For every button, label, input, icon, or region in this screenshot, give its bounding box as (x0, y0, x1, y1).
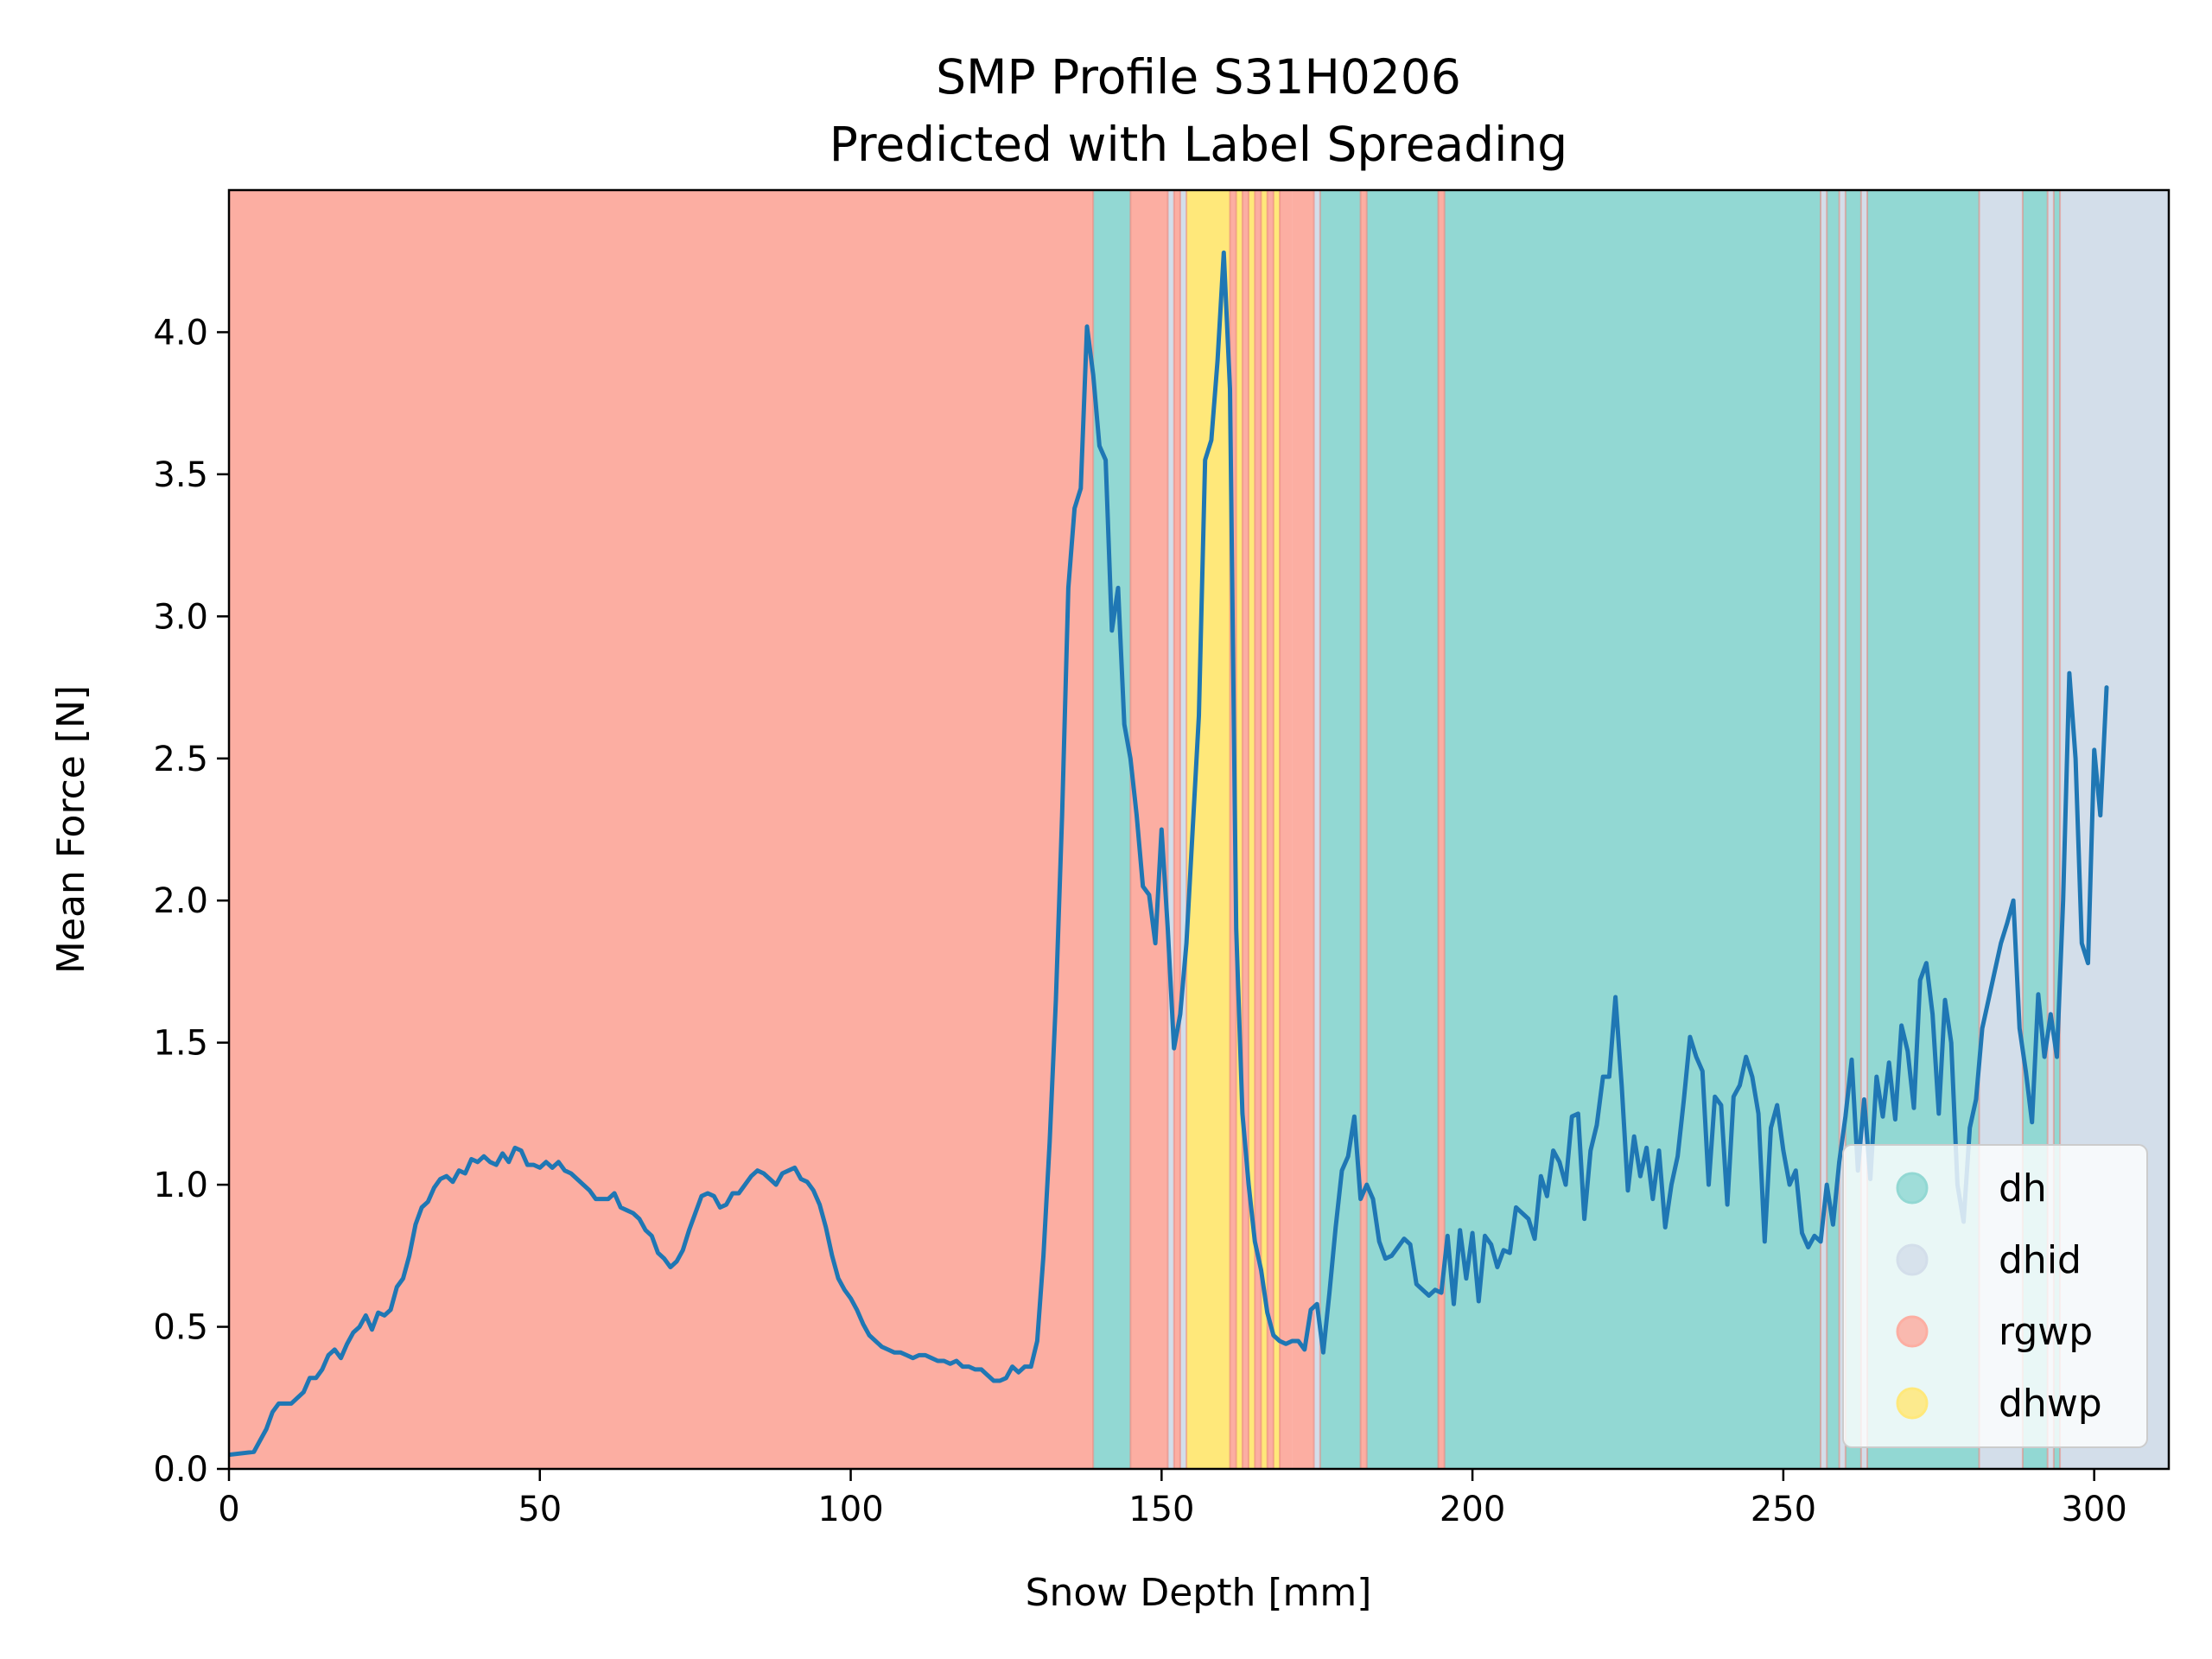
class-bands (229, 190, 2169, 1469)
band-rgwp (229, 190, 1094, 1469)
legend-marker-dh (1896, 1172, 1929, 1205)
band-dh (1366, 190, 1439, 1469)
band-rgwp (1173, 190, 1180, 1469)
band-dh (1093, 190, 1131, 1469)
band-rgwp (1255, 190, 1262, 1469)
band-rgwp (1267, 190, 1274, 1469)
band-dh (2053, 190, 2061, 1469)
band-dh (1827, 190, 1840, 1469)
band-dhid (1167, 190, 1174, 1469)
legend-label-dh: dh (1999, 1166, 2047, 1211)
y-tick-label: 4.0 (153, 313, 208, 353)
band-dhwp (1236, 190, 1243, 1469)
x-tick-label: 200 (1440, 1490, 1505, 1529)
y-tick-label: 2.5 (153, 740, 208, 779)
band-dhid (1860, 190, 1868, 1469)
band-dhid (1821, 190, 1827, 1469)
legend-label-dhwp: dhwp (1999, 1382, 2102, 1426)
y-tick-label: 3.5 (153, 455, 208, 495)
plot-frame (227, 188, 2171, 1471)
y-tick-label: 3.0 (153, 597, 208, 637)
chart-subtitle: Predicted with Label Spreading (830, 117, 1567, 172)
force-line (229, 250, 2109, 1458)
legend-marker-dhid (1896, 1243, 1929, 1276)
y-tick-label: 1.0 (153, 1166, 208, 1205)
y-tick-label: 2.0 (153, 881, 208, 921)
legend-marker-dhwp (1896, 1387, 1929, 1420)
band-dhwp (1249, 190, 1255, 1469)
y-tick-label: 1.5 (153, 1024, 208, 1064)
legend-label-dhid: dhid (1999, 1238, 2082, 1282)
x-tick-label: 150 (1128, 1490, 1194, 1529)
band-rgwp (1438, 190, 1445, 1469)
y-axis-ticks: 0.0 0.5 1.0 1.5 2.0 2.5 3.0 3.5 4.0 (153, 313, 229, 1490)
legend-box (1842, 1144, 2148, 1448)
band-dhid (1179, 190, 1187, 1469)
x-axis-ticks: 0 50 100 150 200 250 300 (218, 1469, 2127, 1529)
band-dh (1444, 190, 1821, 1469)
x-axis-label: Snow Depth [mm] (1026, 1571, 1372, 1615)
band-rgwp (1280, 190, 1293, 1469)
band-dhwp (1261, 190, 1268, 1469)
band-dhid (2047, 190, 2054, 1469)
band-rgwp (1360, 190, 1367, 1469)
y-axis-label: Mean Force [N] (49, 685, 93, 974)
x-tick-label: 300 (2061, 1490, 2126, 1529)
y-tick-label: 0.5 (153, 1308, 208, 1348)
force-series (229, 250, 2109, 1458)
x-tick-label: 0 (218, 1490, 239, 1529)
x-tick-label: 100 (817, 1490, 883, 1529)
legend-marker-rgwp (1896, 1315, 1929, 1348)
legend-label-rgwp: rgwp (1999, 1310, 2093, 1354)
x-tick-label: 50 (518, 1490, 562, 1529)
band-rgwp (1292, 190, 1314, 1469)
y-tick-label: 0.0 (153, 1450, 208, 1490)
band-rgwp (1242, 190, 1249, 1469)
band-dhwp (1273, 190, 1281, 1469)
legend: dh dhid rgwp dhwp (1842, 1144, 2148, 1448)
chart-title: SMP Profile S31H0206 (936, 49, 1461, 105)
x-tick-label: 250 (1751, 1490, 1816, 1529)
band-dhid (1839, 190, 1846, 1469)
band-dh (1319, 190, 1361, 1469)
band-dhid (1313, 190, 1320, 1469)
